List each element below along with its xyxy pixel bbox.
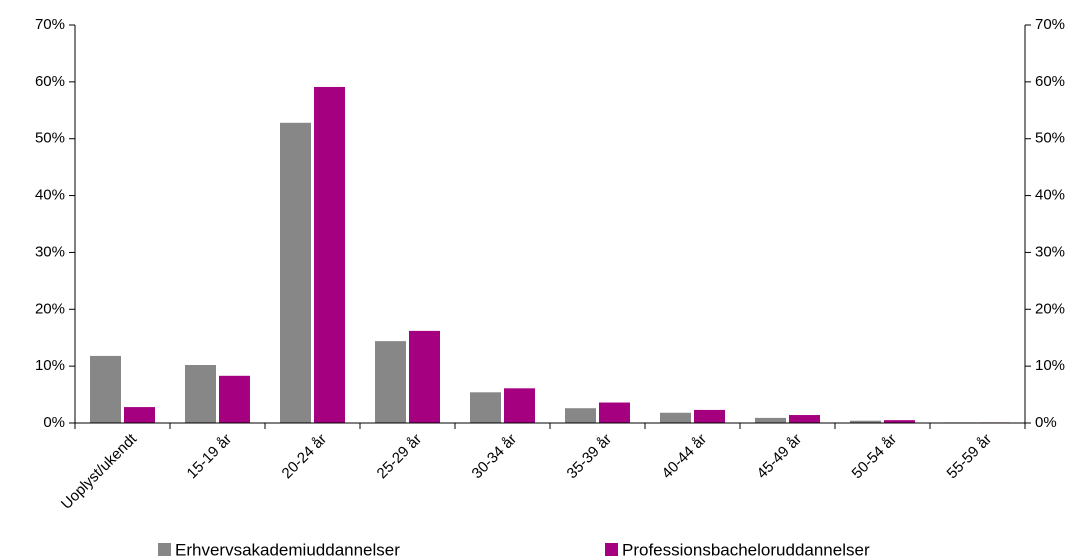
x-tick-label: 50-54 år	[849, 431, 901, 483]
x-tick-label: 45-49 år	[754, 431, 806, 483]
y-tick-label: 30%	[35, 243, 65, 260]
legend-label: Professionsbacheloruddannelser	[622, 540, 870, 559]
x-tick-label: 20-24 år	[279, 431, 331, 483]
x-tick-label: 15-19 år	[184, 431, 236, 483]
y2-tick-label: 50%	[1035, 130, 1065, 147]
bar	[789, 415, 820, 423]
bar	[660, 412, 691, 423]
bar	[219, 375, 250, 423]
y-tick-label: 20%	[35, 300, 65, 317]
bar	[409, 330, 440, 423]
y-tick-label: 10%	[35, 357, 65, 374]
y-tick-label: 50%	[35, 130, 65, 147]
bar	[504, 388, 535, 423]
y2-tick-label: 60%	[1035, 73, 1065, 90]
bar	[599, 402, 630, 423]
y2-tick-label: 40%	[1035, 187, 1065, 204]
y-tick-label: 70%	[35, 16, 65, 33]
bar	[565, 408, 596, 423]
x-tick-label: 30-34 år	[469, 431, 521, 483]
y-tick-label: 40%	[35, 187, 65, 204]
x-tick-label: Uoplyst/ukendt	[58, 430, 141, 513]
x-tick-label: 35-39 år	[564, 431, 616, 483]
bar	[280, 122, 311, 424]
bar	[375, 341, 406, 423]
x-tick-label: 40-44 år	[659, 431, 711, 483]
y2-tick-label: 0%	[1035, 414, 1057, 431]
bar	[185, 365, 216, 423]
y-tick-label: 0%	[43, 414, 65, 431]
y2-tick-label: 10%	[1035, 357, 1065, 374]
y2-tick-label: 30%	[1035, 243, 1065, 260]
y2-tick-label: 70%	[1035, 16, 1065, 33]
bar	[90, 355, 121, 423]
bar	[755, 417, 786, 423]
legend-swatch	[158, 543, 171, 556]
bar	[314, 86, 345, 423]
legend-label: Erhvervsakademiuddannelser	[175, 540, 400, 559]
legend-swatch	[605, 543, 618, 556]
y-tick-label: 60%	[35, 73, 65, 90]
x-tick-label: 25-29 år	[374, 431, 426, 483]
bar	[470, 392, 501, 423]
bar	[850, 420, 881, 423]
bar	[124, 407, 155, 423]
x-tick-label: 55-59 år	[944, 431, 996, 483]
bar	[884, 420, 915, 423]
bar	[694, 409, 725, 423]
y2-tick-label: 20%	[1035, 300, 1065, 317]
